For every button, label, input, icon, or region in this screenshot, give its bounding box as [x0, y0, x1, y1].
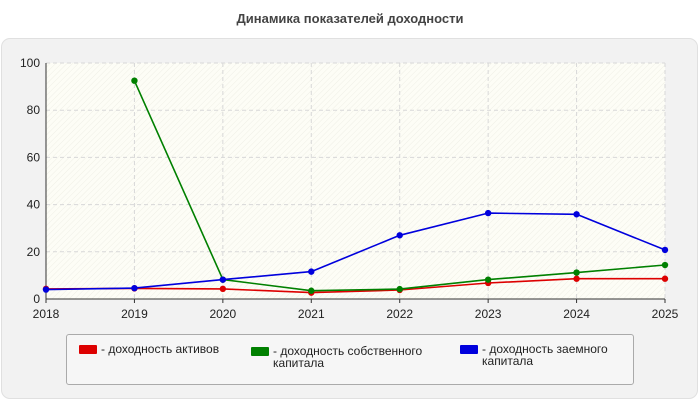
legend-label-equity: - доходность собственного капитала	[273, 344, 423, 370]
x-tick-label: 2025	[652, 307, 679, 321]
x-tick-label: 2023	[475, 307, 502, 321]
chart-title: Динамика показателей доходности	[236, 11, 464, 26]
legend-swatch-assets	[79, 345, 97, 354]
series-borrowed-return-point	[661, 246, 669, 254]
y-tick-label: 20	[27, 245, 41, 259]
series-assets-return-line	[45, 277, 665, 294]
series-borrowed-return-point	[42, 286, 50, 293]
legend-item-assets-return: - доходность активов	[79, 343, 219, 355]
y-tick-label: 80	[27, 103, 41, 117]
x-tick-label: 2024	[563, 307, 590, 321]
grid-layer	[46, 62, 666, 299]
series-equity-return-point	[573, 269, 580, 276]
series-borrowed-return-line	[45, 212, 666, 291]
x-tick-label: 2021	[298, 307, 325, 321]
axis-layer	[45, 63, 666, 303]
tick-layer: 0 20 40 60 80 100 2018 2019 2020 2021 2022 2023 2024…	[20, 56, 679, 321]
series-equity-return-point	[308, 287, 315, 294]
y-tick-label: 60	[27, 150, 41, 164]
series-assets-return-point	[661, 275, 669, 282]
y-tick-label: 100	[20, 56, 40, 70]
series-assets-return-point	[219, 285, 227, 293]
legend-label-assets: - доходность активов	[101, 342, 220, 356]
legend: - доходность активов - доходность собств…	[66, 334, 634, 385]
legend-swatch-equity	[251, 347, 269, 356]
x-tick-label: 2019	[121, 307, 148, 321]
series-equity-return-point	[396, 285, 403, 293]
legend-label-borrowed: - доходность заемного капитала	[482, 342, 608, 368]
legend-swatch-borrowed	[460, 345, 478, 354]
series-equity-return-point	[131, 77, 138, 84]
series-borrowed-return-point	[219, 276, 227, 283]
series-equity-return-point	[484, 276, 492, 283]
plot-area	[46, 63, 665, 299]
series-borrowed-return-point	[396, 232, 403, 239]
y-tick-label: 40	[27, 198, 41, 212]
series-borrowed-return-point	[131, 284, 138, 292]
series-borrowed-return-point	[573, 211, 580, 218]
series-equity-return-point	[661, 261, 669, 269]
x-tick-label: 2022	[386, 307, 413, 321]
x-tick-label: 2020	[210, 307, 237, 321]
y-tick-label: 0	[33, 292, 40, 306]
series-assets-return-point	[573, 275, 580, 282]
legend-item-equity-return: - доходность собственного капитала	[251, 345, 422, 369]
series-layer	[42, 77, 669, 296]
legend-item-borrowed-return: - доходность заемного капитала	[460, 343, 608, 367]
series-borrowed-return-point	[308, 268, 315, 275]
x-tick-label: 2018	[33, 307, 60, 321]
series-borrowed-return-point	[484, 209, 492, 217]
